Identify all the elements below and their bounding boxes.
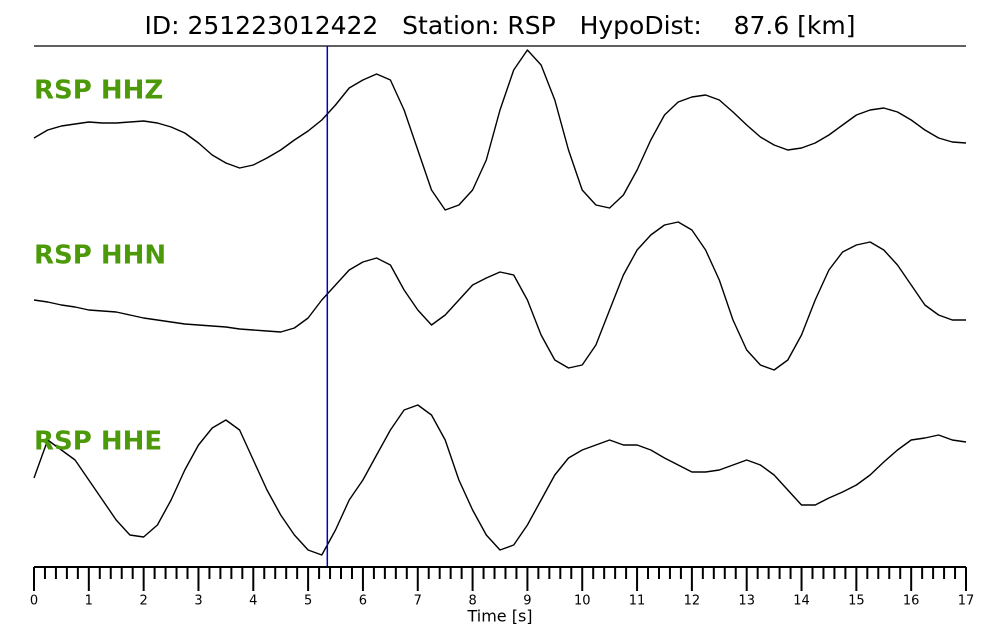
trace	[33, 49, 967, 211]
x-tick-label: 8	[468, 594, 476, 609]
x-tick-label: 17	[958, 594, 975, 609]
x-tick-label: 16	[903, 594, 920, 609]
x-tick-label: 2	[140, 594, 148, 609]
x-tick-label: 6	[359, 594, 367, 609]
x-tick-label: 13	[738, 594, 755, 609]
x-tick-label: 0	[30, 594, 38, 609]
x-tick-label: 15	[848, 594, 865, 609]
trace-label: RSP HHE	[34, 427, 162, 457]
x-tick-label: 4	[249, 594, 257, 609]
x-tick-label: 9	[523, 594, 531, 609]
trace	[33, 404, 967, 556]
x-tick-label: 14	[793, 594, 810, 609]
x-tick-label: 10	[574, 594, 591, 609]
x-tick-label: 7	[414, 594, 422, 609]
chart-title: ID: 251223012422 Station: RSP HypoDist: …	[144, 11, 855, 40]
trace-label: RSP HHN	[34, 241, 166, 271]
trace	[33, 221, 966, 371]
x-tick-label: 3	[194, 594, 202, 609]
x-tick-label: 12	[684, 594, 701, 609]
x-axis-label: Time [s]	[466, 607, 532, 626]
x-tick-label: 5	[304, 594, 312, 609]
x-tick-label: 11	[629, 594, 646, 609]
x-tick-label: 1	[85, 594, 93, 609]
trace-label: RSP HHZ	[34, 76, 163, 106]
